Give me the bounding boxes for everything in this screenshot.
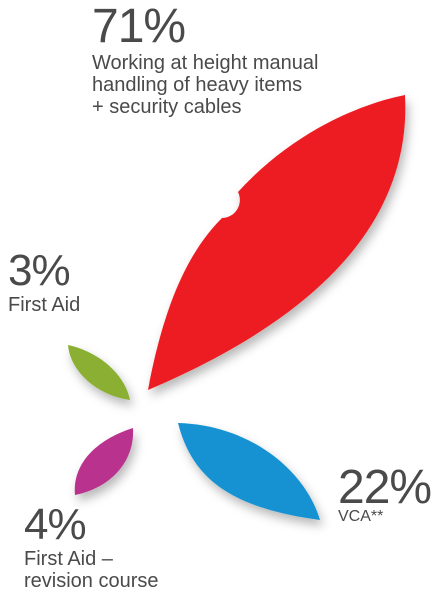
label-line: revision course — [24, 570, 159, 592]
label-working-at-height: 71% Working at height manual handling of… — [92, 0, 319, 119]
petal-vca — [178, 423, 320, 520]
petal-first-aid-revision — [74, 428, 134, 495]
label-line: handling of heavy items — [92, 74, 303, 96]
label-line: + security cables — [92, 96, 242, 118]
percent-first-aid: 3% — [8, 246, 71, 295]
label-vca: 22% VCA** — [338, 461, 432, 526]
percent-first-aid-revision: 4% — [24, 500, 87, 549]
percent-working-at-height: 71% — [92, 0, 186, 53]
label-line: Working at height manual — [92, 52, 319, 74]
petal-working-at-height — [148, 95, 406, 390]
label-line: VCA** — [338, 508, 384, 525]
label-first-aid-revision: 4% First Aid – revision course — [24, 500, 159, 593]
label-line: First Aid — [8, 294, 81, 316]
petal-first-aid — [68, 345, 130, 400]
percent-vca: 22% — [338, 461, 432, 514]
label-line: First Aid – — [24, 548, 113, 570]
label-first-aid: 3% First Aid — [8, 246, 81, 317]
